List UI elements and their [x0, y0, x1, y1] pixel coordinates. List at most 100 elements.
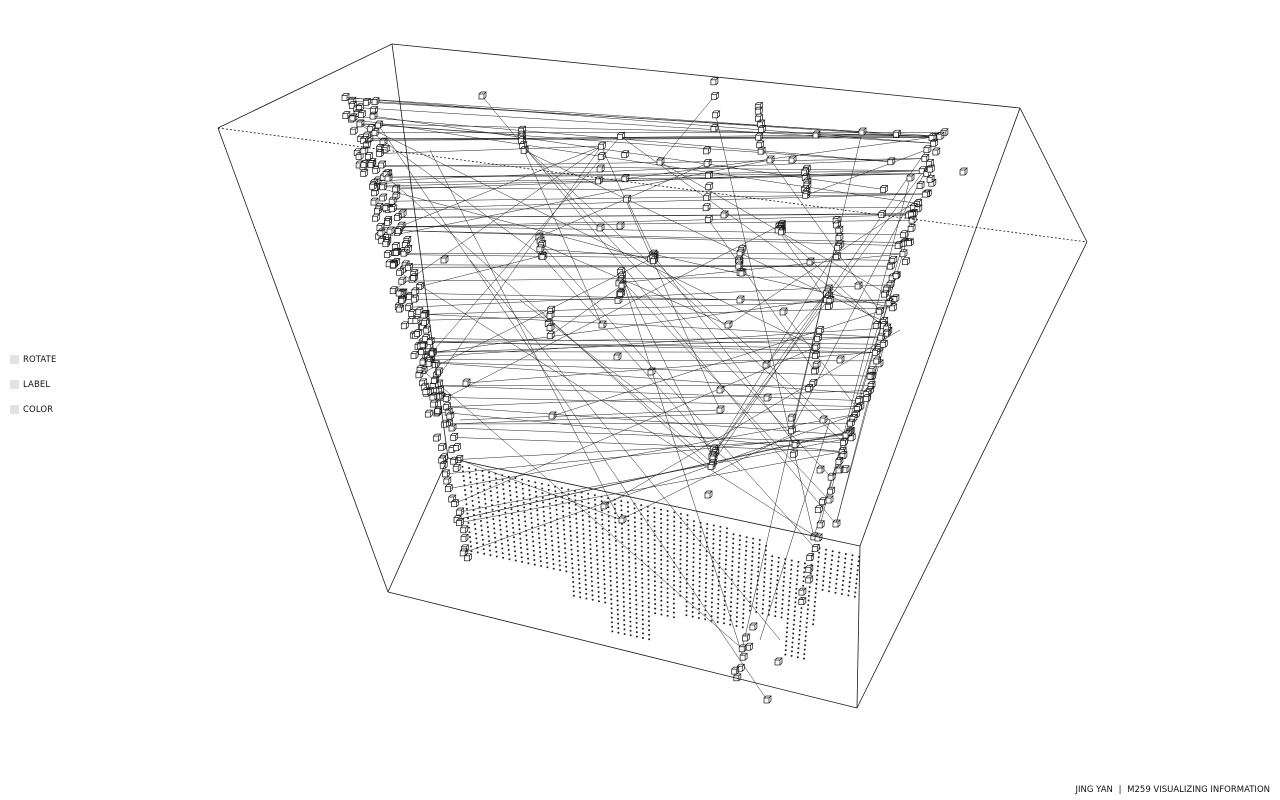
box-edge-bottom-front: [387, 591, 858, 709]
map-dot: [561, 501, 564, 503]
airport-cube: [617, 131, 625, 140]
map-dot: [660, 608, 663, 611]
map-dot: [621, 527, 623, 530]
airport-cube: [819, 415, 828, 424]
rotate-toggle[interactable]: ROTATE: [10, 349, 56, 374]
map-dot: [704, 586, 707, 589]
map-dot: [770, 568, 773, 571]
airport-cube: [763, 695, 772, 704]
map-dot: [528, 493, 531, 496]
airport-cube: [811, 544, 820, 552]
credits-footer: JING YAN | M259 VISUALIZING INFORMATION: [1076, 785, 1270, 795]
box-edge-left-vertical: [217, 127, 389, 593]
airport-cube: [712, 110, 720, 119]
map-dot: [704, 618, 707, 621]
airport-cube: [873, 356, 882, 365]
map-dot: [504, 506, 506, 509]
map-dot: [844, 561, 846, 564]
map-dot: [608, 529, 611, 532]
map-dot: [829, 572, 832, 575]
map-dot: [730, 592, 733, 594]
map-dot: [841, 588, 844, 591]
map-dot: [480, 529, 483, 532]
label-checkbox[interactable]: [10, 380, 19, 389]
map-dot: [522, 492, 525, 495]
map-dot: [718, 571, 721, 574]
map-dot: [622, 573, 625, 576]
map-dot: [614, 526, 617, 529]
route-line: [379, 214, 909, 228]
map-dot: [571, 562, 574, 565]
map-dot: [591, 594, 594, 597]
map-dot: [513, 545, 516, 548]
map-dot: [518, 523, 521, 526]
map-dot: [647, 592, 650, 595]
map-dot: [520, 556, 523, 559]
map-dot: [633, 525, 636, 528]
color-toggle[interactable]: COLOR: [10, 399, 56, 424]
map-dot: [597, 600, 600, 603]
map-dot: [724, 590, 726, 593]
map-dot: [685, 600, 688, 603]
map-dot: [589, 548, 592, 551]
airport-cube: [623, 194, 631, 203]
map-dot: [614, 512, 617, 515]
map-dot: [621, 550, 624, 553]
map-dot: [626, 501, 629, 504]
route-line: [448, 414, 856, 489]
map-dot: [731, 551, 734, 554]
map-dot: [551, 553, 554, 556]
airport-cube: [376, 223, 385, 231]
label-toggle[interactable]: LABEL: [10, 374, 56, 399]
airport-cube: [742, 633, 750, 642]
airport-cube: [916, 181, 925, 189]
map-dot: [475, 477, 478, 480]
map-dot: [791, 637, 794, 639]
map-dot: [585, 592, 588, 595]
map-dot: [764, 553, 767, 556]
route-line: [454, 346, 816, 504]
map-dot: [552, 558, 555, 561]
map-dot: [596, 549, 598, 552]
map-dot: [597, 581, 600, 584]
map-dot: [666, 510, 669, 512]
map-dot: [564, 551, 567, 554]
rotate-checkbox[interactable]: [10, 355, 19, 364]
map-dot: [511, 517, 514, 520]
map-dot: [804, 635, 807, 638]
map-dot: [653, 557, 656, 560]
map-dot: [581, 500, 583, 503]
map-dot: [775, 597, 778, 600]
map-dot: [554, 490, 557, 493]
airport-cube: [805, 575, 814, 584]
color-checkbox[interactable]: [10, 405, 19, 414]
map-dot: [539, 551, 542, 553]
map-dot: [610, 593, 613, 596]
map-dot: [711, 587, 714, 590]
route-line: [378, 124, 522, 136]
map-dot: [602, 564, 605, 567]
route-line: [446, 390, 870, 407]
airport-cube: [460, 533, 469, 542]
map-dot: [581, 514, 584, 517]
airport-cube: [452, 463, 461, 472]
map-dot: [712, 551, 715, 554]
map-dot: [627, 547, 630, 550]
map-dot: [603, 569, 605, 572]
map-dot: [757, 575, 759, 577]
map-dot: [519, 537, 522, 540]
route-line: [421, 351, 876, 353]
map-dot: [584, 583, 587, 586]
map-dot: [789, 573, 792, 575]
map-dot: [562, 510, 564, 513]
map-dot: [635, 594, 638, 597]
map-dot: [614, 539, 617, 542]
map-dot: [745, 540, 748, 543]
map-dot: [654, 603, 657, 605]
map-dot: [653, 525, 656, 528]
airport-cube: [711, 91, 719, 100]
map-dot: [635, 585, 637, 588]
map-dot: [712, 533, 715, 536]
